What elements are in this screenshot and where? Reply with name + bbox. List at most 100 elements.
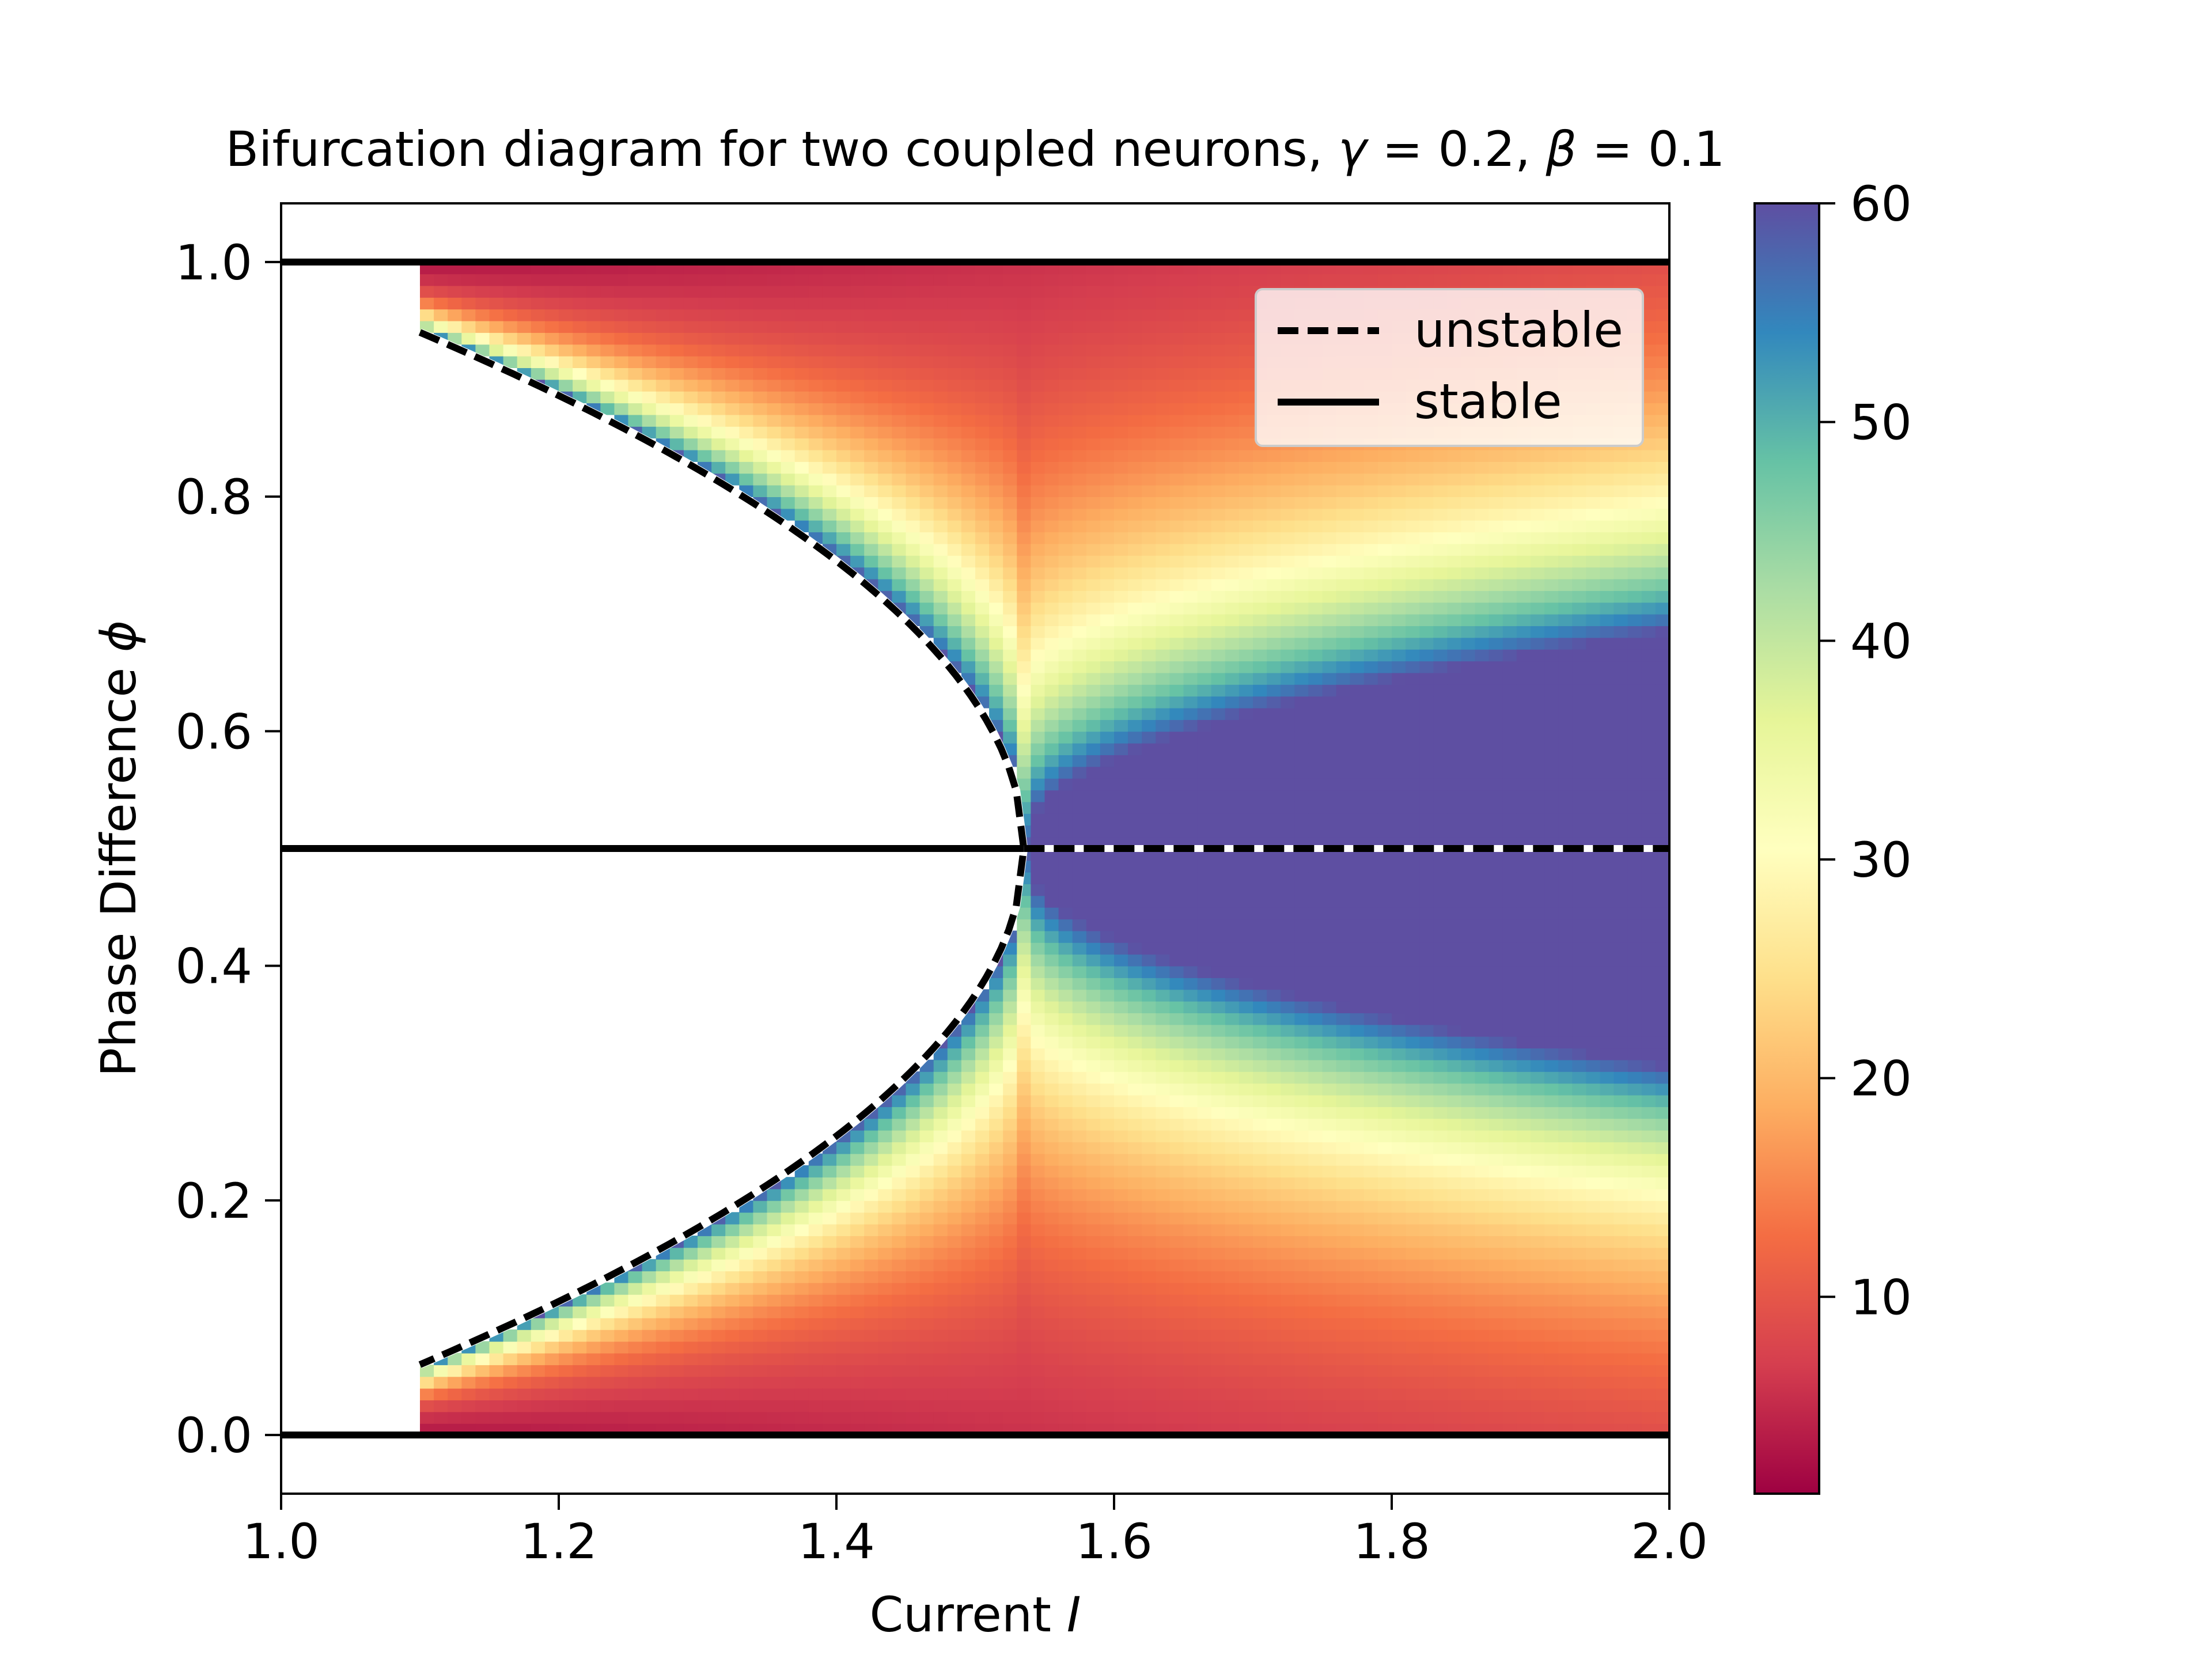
heatmap-cell bbox=[1211, 790, 1226, 802]
heatmap-cell bbox=[947, 332, 962, 345]
heatmap-cell bbox=[1142, 285, 1157, 298]
heatmap-cell bbox=[919, 344, 934, 357]
heatmap-cell bbox=[781, 274, 796, 286]
heatmap-cell bbox=[1377, 543, 1392, 556]
heatmap-cell bbox=[1197, 1317, 1212, 1330]
heatmap-cell bbox=[1281, 719, 1296, 732]
heatmap-cell bbox=[1447, 484, 1462, 497]
heatmap-cell bbox=[1044, 332, 1059, 345]
heatmap-cell bbox=[961, 1165, 976, 1178]
heatmap-cell bbox=[1238, 1353, 1253, 1365]
heatmap-cell bbox=[989, 1188, 1004, 1201]
heatmap-cell bbox=[573, 1341, 588, 1354]
heatmap-cell bbox=[1072, 1130, 1087, 1142]
heatmap-cell bbox=[1058, 1365, 1073, 1377]
heatmap-cell bbox=[1183, 801, 1198, 814]
heatmap-cell bbox=[1114, 1094, 1128, 1107]
heatmap-cell bbox=[822, 320, 837, 333]
heatmap-cell bbox=[850, 1153, 865, 1166]
heatmap-cell bbox=[1419, 1165, 1434, 1178]
heatmap-cell bbox=[1017, 449, 1032, 462]
heatmap-cell bbox=[1363, 1365, 1378, 1377]
heatmap-cell bbox=[906, 1165, 921, 1178]
heatmap-cell bbox=[698, 1259, 712, 1271]
heatmap-cell bbox=[1253, 1400, 1267, 1412]
heatmap-cell bbox=[919, 1177, 934, 1190]
heatmap-cell bbox=[1308, 555, 1323, 568]
heatmap-cell bbox=[669, 1271, 684, 1283]
heatmap-cell bbox=[1044, 989, 1059, 1002]
heatmap-cell bbox=[1225, 1130, 1240, 1142]
heatmap-cell bbox=[1308, 461, 1323, 474]
heatmap-cell bbox=[1211, 1271, 1226, 1283]
heatmap-cell bbox=[531, 355, 546, 368]
heatmap-cell bbox=[1114, 1388, 1128, 1400]
heatmap-cell bbox=[1142, 989, 1157, 1002]
heatmap-cell bbox=[1336, 1400, 1351, 1412]
heatmap-cell bbox=[1267, 613, 1282, 626]
heatmap-cell bbox=[975, 391, 990, 404]
heatmap-cell bbox=[1238, 1306, 1253, 1319]
heatmap-cell bbox=[1169, 1036, 1184, 1049]
heatmap-cell bbox=[1142, 954, 1157, 967]
heatmap-cell bbox=[1114, 1001, 1128, 1013]
heatmap-cell bbox=[1072, 602, 1087, 615]
heatmap-cell bbox=[1169, 825, 1184, 838]
heatmap-cell bbox=[808, 285, 823, 298]
heatmap-cell bbox=[1072, 965, 1087, 978]
heatmap-cell bbox=[850, 414, 865, 427]
heatmap-cell bbox=[1433, 274, 1448, 286]
heatmap-cell bbox=[1238, 684, 1253, 697]
heatmap-cell bbox=[1433, 1107, 1448, 1119]
heatmap-cell bbox=[1156, 332, 1171, 345]
heatmap-cell bbox=[1461, 1259, 1476, 1271]
heatmap-cell bbox=[1156, 1153, 1171, 1166]
heatmap-cell bbox=[1128, 649, 1143, 662]
heatmap-cell bbox=[836, 473, 851, 486]
heatmap-cell bbox=[961, 520, 976, 533]
heatmap-cell bbox=[434, 1376, 449, 1389]
heatmap-cell bbox=[698, 1353, 712, 1365]
heatmap-cell bbox=[1433, 707, 1448, 720]
heatmap-cell bbox=[1100, 613, 1115, 626]
heatmap-cell bbox=[1225, 942, 1240, 955]
heatmap-cell bbox=[1419, 1083, 1434, 1096]
heatmap-cell bbox=[1392, 731, 1406, 744]
heatmap-cell bbox=[864, 391, 879, 404]
heatmap-cell bbox=[1392, 1130, 1406, 1142]
heatmap-cell bbox=[600, 1329, 615, 1342]
heatmap-cell bbox=[1031, 1224, 1046, 1236]
heatmap-cell bbox=[1461, 1142, 1476, 1154]
heatmap-cell bbox=[1183, 355, 1198, 368]
heatmap-cell bbox=[906, 1294, 921, 1307]
heatmap-cell bbox=[1114, 1306, 1128, 1319]
heatmap-cell bbox=[642, 1353, 657, 1365]
heatmap-cell bbox=[1238, 368, 1253, 380]
heatmap-cell bbox=[1406, 766, 1421, 779]
heatmap-cell bbox=[1072, 484, 1087, 497]
heatmap-cell bbox=[1183, 1024, 1198, 1037]
heatmap-cell bbox=[1267, 1153, 1282, 1166]
heatmap-cell bbox=[1058, 285, 1073, 298]
heatmap-cell bbox=[808, 379, 823, 392]
heatmap-cell bbox=[933, 414, 948, 427]
heatmap-cell bbox=[461, 332, 476, 345]
heatmap-cell bbox=[698, 1411, 712, 1424]
heatmap-cell bbox=[1267, 860, 1282, 873]
heatmap-cell bbox=[1072, 684, 1087, 697]
heatmap-cell bbox=[1156, 391, 1171, 404]
heatmap-cell bbox=[711, 309, 726, 321]
heatmap-cell bbox=[1294, 1071, 1309, 1084]
heatmap-cell bbox=[1336, 649, 1351, 662]
heatmap-cell bbox=[1406, 1317, 1421, 1330]
heatmap-cell bbox=[1128, 1271, 1143, 1283]
heatmap-cell bbox=[892, 578, 907, 591]
heatmap-cell bbox=[1253, 1013, 1267, 1025]
heatmap-cell bbox=[1072, 1236, 1087, 1248]
heatmap-cell bbox=[1031, 1036, 1046, 1049]
heatmap-cell bbox=[669, 332, 684, 345]
heatmap-cell bbox=[1031, 484, 1046, 497]
heatmap-cell bbox=[1183, 320, 1198, 333]
heatmap-cell bbox=[434, 274, 449, 286]
heatmap-cell bbox=[1281, 1165, 1296, 1178]
